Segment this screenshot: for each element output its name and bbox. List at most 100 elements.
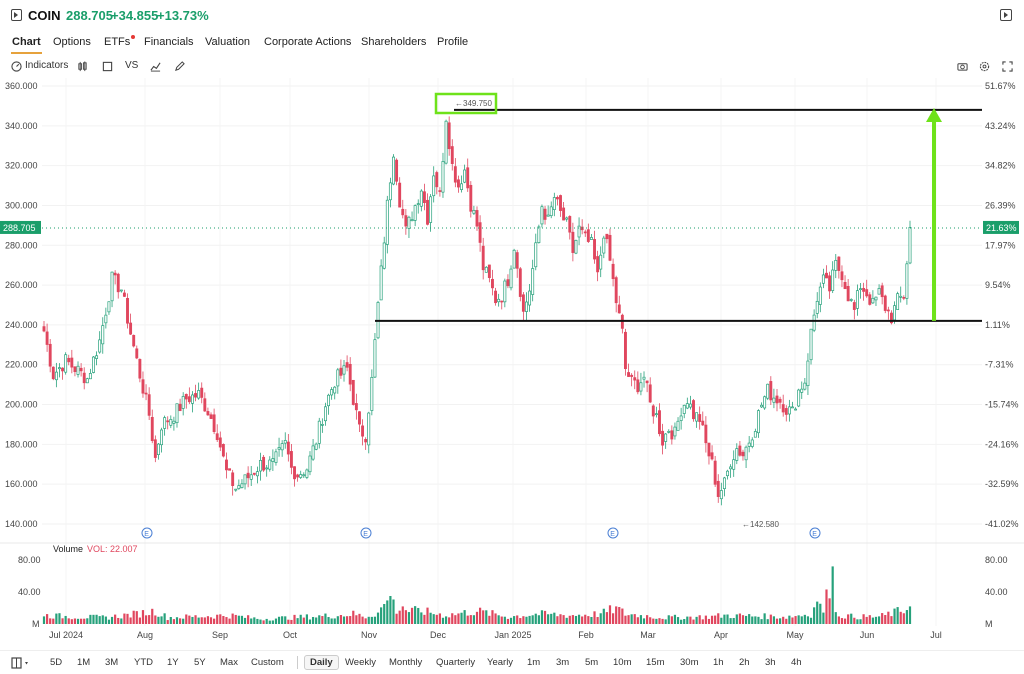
exit-icon[interactable] — [1000, 9, 1012, 21]
price-axis-label: 220.000 — [5, 360, 38, 370]
candle-body — [104, 314, 108, 324]
range-button-3m[interactable]: 3M — [105, 657, 119, 668]
candle-body — [361, 425, 365, 437]
tab-options[interactable]: Options — [53, 36, 91, 48]
range-button-max[interactable]: Max — [220, 657, 238, 668]
tab-etfs[interactable]: ETFs — [104, 35, 136, 48]
interval-button-1h[interactable]: 1h — [713, 657, 724, 668]
volume-bar — [522, 616, 525, 624]
candle-body — [750, 439, 754, 447]
candle-body — [203, 398, 207, 412]
volume-bar — [751, 616, 754, 624]
candle-body — [463, 169, 467, 183]
range-button-1m[interactable]: 1M — [77, 657, 91, 668]
volume-bar — [194, 615, 197, 624]
compare-vs-button[interactable]: VS — [125, 60, 139, 71]
candle-body — [797, 389, 801, 407]
candle-body — [231, 472, 235, 486]
interval-button-30m[interactable]: 30m — [680, 657, 699, 668]
interval-button-quarterly[interactable]: Quarterly — [436, 657, 476, 668]
candle-body — [336, 369, 340, 387]
volume-bar — [228, 618, 231, 624]
indicators-button[interactable]: Indicators — [25, 60, 69, 71]
tab-profile[interactable]: Profile — [437, 36, 469, 48]
earnings-marker — [141, 527, 153, 539]
candle-body — [441, 161, 445, 193]
volume-bar — [590, 616, 593, 624]
interval-button-1m[interactable]: 1m — [527, 657, 541, 668]
candle-body — [784, 408, 788, 415]
candle-body — [54, 371, 58, 381]
candle-body — [562, 207, 566, 221]
interval-button-weekly[interactable]: Weekly — [345, 657, 376, 668]
candle-body — [348, 363, 352, 385]
draw-pencil-icon[interactable] — [174, 61, 185, 72]
volume-axis-label: M — [32, 619, 40, 629]
highlight-box — [434, 92, 498, 115]
volume-bar — [117, 617, 120, 624]
range-button-5y[interactable]: 5Y — [194, 657, 206, 668]
volume-bar — [794, 616, 797, 624]
camera-icon[interactable] — [957, 61, 968, 72]
fullscreen-icon[interactable] — [1002, 61, 1013, 72]
volume-bar — [92, 614, 95, 624]
volume-bar — [336, 616, 339, 624]
interval-button-daily[interactable]: Daily — [304, 655, 339, 670]
volume-bar — [738, 613, 741, 624]
candle-body — [639, 382, 643, 392]
interval-button-5m[interactable]: 5m — [585, 657, 599, 668]
volume-bar — [788, 615, 791, 624]
volume-bar — [209, 617, 213, 624]
volume-bar — [658, 618, 661, 624]
range-button-ytd[interactable]: YTD — [134, 657, 153, 668]
square-icon[interactable] — [102, 61, 113, 72]
price-chart[interactable]: 360.000 51.67% 340.000 43.24% 320.000 34.82% 3… — [0, 78, 1024, 650]
candle-body — [506, 279, 510, 287]
volume-bar — [141, 610, 145, 624]
interval-button-3m[interactable]: 3m — [556, 657, 570, 668]
volume-bar — [779, 618, 782, 624]
interval-button-15m[interactable]: 15m — [646, 657, 665, 668]
volume-bar — [95, 614, 98, 624]
volume-bar — [506, 618, 510, 624]
calendar-range-icon[interactable] — [11, 657, 31, 669]
tab-financials[interactable]: Financials — [144, 36, 194, 48]
candlestick-type-icon[interactable] — [77, 61, 88, 72]
candle-body — [113, 272, 117, 276]
candle-body — [899, 295, 903, 298]
tab-corporate-actions[interactable]: Corporate Actions — [264, 36, 352, 48]
tab-chart[interactable]: Chart — [11, 36, 42, 54]
last-price-tag — [0, 220, 41, 234]
candle-body — [828, 275, 832, 292]
interval-button-2h[interactable]: 2h — [739, 657, 750, 668]
candle-body — [753, 431, 757, 438]
volume-bar — [370, 616, 373, 624]
chart-area[interactable]: 360.000 51.67% 340.000 43.24% 320.000 34.82% 3… — [0, 78, 1024, 650]
candle-body — [271, 458, 275, 462]
candle-body — [747, 442, 751, 447]
candle-body — [599, 254, 603, 270]
interval-button-3h[interactable]: 3h — [765, 657, 776, 668]
settings-gear-icon[interactable] — [979, 61, 990, 72]
range-button-custom[interactable]: Custom — [251, 657, 284, 668]
volume-bar — [42, 616, 46, 624]
candle-body — [132, 334, 136, 347]
range-button-5d[interactable]: 5D — [50, 657, 63, 668]
candle-body — [101, 325, 105, 345]
interval-button-4h[interactable]: 4h — [791, 657, 802, 668]
interval-button-yearly[interactable]: Yearly — [487, 657, 514, 668]
candle-body — [871, 297, 875, 304]
candle-body — [382, 242, 386, 269]
volume-bar — [834, 612, 837, 624]
range-button-1y[interactable]: 1Y — [167, 657, 179, 668]
tab-shareholders[interactable]: Shareholders — [361, 36, 427, 48]
candle-body — [435, 172, 439, 188]
volume-bar — [407, 612, 411, 624]
candle-body — [716, 480, 720, 497]
collapse-panel-icon[interactable] — [11, 9, 22, 21]
interval-button-monthly[interactable]: Monthly — [389, 657, 423, 668]
chart-style-icon[interactable] — [150, 61, 161, 72]
tab-valuation[interactable]: Valuation — [205, 36, 251, 48]
interval-button-10m[interactable]: 10m — [613, 657, 632, 668]
volume-bar — [225, 617, 228, 624]
